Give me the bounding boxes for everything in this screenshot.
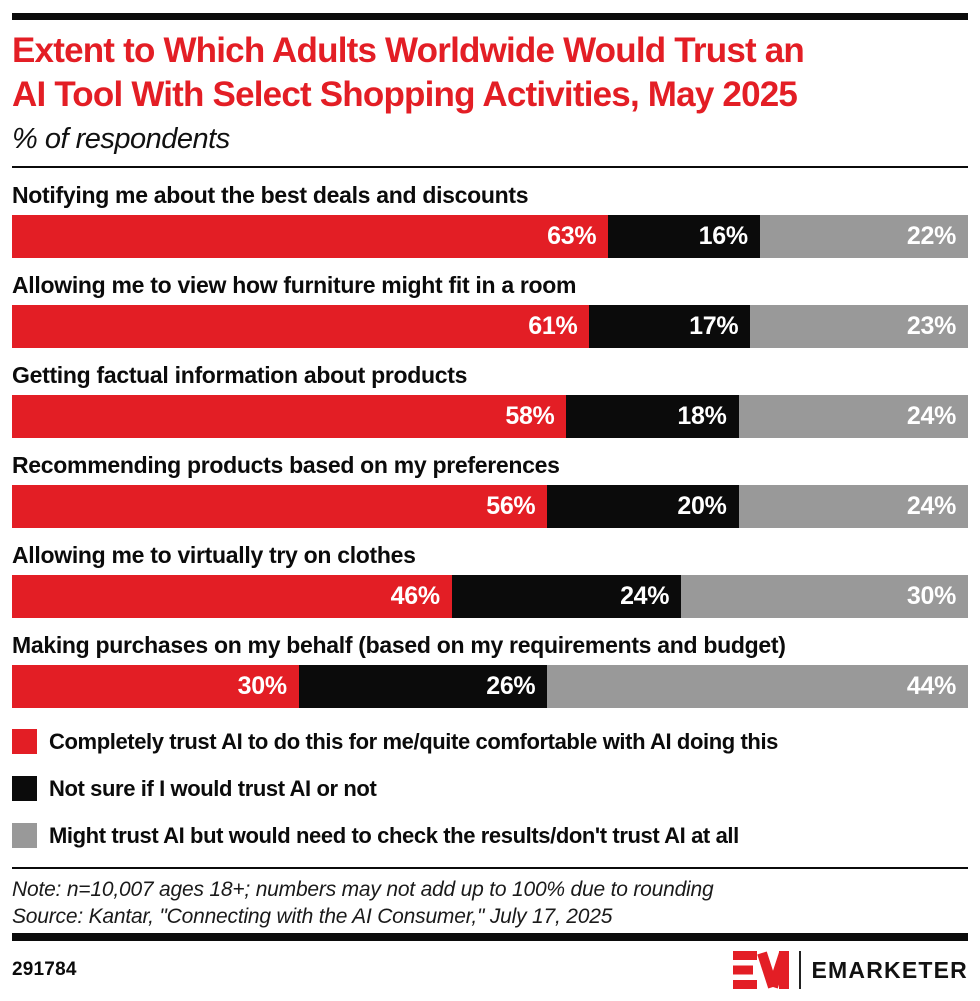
legend: Completely trust AI to do this for me/qu… (12, 728, 968, 850)
bar-segment: 26% (298, 665, 548, 708)
bar-value-label: 44% (906, 672, 956, 700)
legend-item: Not sure if I would trust AI or not (12, 775, 968, 803)
bar-segment: 24% (451, 575, 682, 618)
bar-value-label: 23% (906, 312, 956, 340)
category-label: Getting factual information about produc… (12, 362, 468, 388)
bar-segment: 16% (608, 215, 760, 258)
top-divider-bar (12, 13, 968, 20)
legend-swatch (12, 729, 37, 754)
bar-value-label: 30% (237, 672, 287, 700)
bar-segment: 24% (738, 395, 968, 438)
header-divider (12, 166, 968, 168)
bar-value-label: 20% (677, 492, 727, 520)
category-label: Allowing me to virtually try on clothes (12, 542, 416, 568)
bar-segment: 23% (750, 305, 968, 348)
chart-row: Allowing me to virtually try on clothes … (12, 541, 968, 618)
bar-segment: 18% (566, 395, 739, 438)
category-label: Making purchases on my behalf (based on … (12, 632, 786, 658)
chart-row: Recommending products based on my prefer… (12, 451, 968, 528)
bar-segment: 30% (681, 575, 968, 618)
bar-segment: 63% (12, 215, 609, 258)
bar: 56% 20% 24% (12, 485, 968, 528)
bottom-divider-bar (12, 933, 968, 941)
bar-segment: 61% (12, 305, 590, 348)
bar: 46% 24% 30% (12, 575, 968, 618)
bar-segment: 58% (12, 395, 567, 438)
chart-page: Extent to Which Adults Worldwide Would T… (0, 13, 980, 990)
bar-value-label: 46% (390, 582, 440, 610)
category-label: Recommending products based on my prefer… (12, 452, 560, 478)
chart-row: Notifying me about the best deals and di… (12, 181, 968, 258)
bar-segment: 30% (12, 665, 299, 708)
chart-subtitle: % of respondents (12, 123, 230, 155)
bar-segment: 17% (589, 305, 751, 348)
bar-value-label: 17% (689, 312, 739, 340)
legend-swatch (12, 776, 37, 801)
bar-value-label: 16% (698, 222, 748, 250)
source-text: Source: Kantar, "Connecting with the AI … (12, 905, 613, 928)
notes: Note: n=10,007 ages 18+; numbers may not… (12, 876, 968, 930)
bar-value-label: 22% (906, 222, 956, 250)
chart-title-line-1: Extent to Which Adults Worldwide Would T… (12, 31, 805, 70)
bar: 61% 17% 23% (12, 305, 968, 348)
bar-segment: 46% (12, 575, 452, 618)
legend-item: Might trust AI but would need to check t… (12, 822, 968, 850)
legend-label: Completely trust AI to do this for me/qu… (49, 729, 779, 754)
bar-value-label: 56% (486, 492, 536, 520)
bar-segment: 24% (738, 485, 968, 528)
chart-title: Extent to Which Adults Worldwide Would T… (12, 29, 968, 117)
notes-divider (12, 867, 968, 869)
brand-separator (798, 951, 801, 989)
bar-segment: 20% (547, 485, 739, 528)
bar-segment: 22% (759, 215, 968, 258)
bar: 63% 16% 22% (12, 215, 968, 258)
chart-row: Allowing me to view how furniture might … (12, 271, 968, 348)
chart-id: 291784 (12, 959, 77, 980)
chart-row: Getting factual information about produc… (12, 361, 968, 438)
emarketer-monogram-icon (732, 951, 789, 989)
category-label: Notifying me about the best deals and di… (12, 182, 529, 208)
bar-segment: 44% (547, 665, 968, 708)
bar-value-label: 18% (677, 402, 727, 430)
note-text: Note: n=10,007 ages 18+; numbers may not… (12, 878, 714, 901)
bars: Notifying me about the best deals and di… (12, 181, 968, 708)
bar-value-label: 61% (528, 312, 578, 340)
bar: 30% 26% 44% (12, 665, 968, 708)
chart-row: Making purchases on my behalf (based on … (12, 631, 968, 708)
legend-item: Completely trust AI to do this for me/qu… (12, 728, 968, 756)
bar-value-label: 30% (906, 582, 956, 610)
bar-value-label: 58% (505, 402, 555, 430)
legend-swatch (12, 823, 37, 848)
legend-label: Not sure if I would trust AI or not (49, 776, 377, 801)
bar-value-label: 24% (906, 402, 956, 430)
bar-value-label: 63% (547, 222, 597, 250)
chart-title-line-2: AI Tool With Select Shopping Activities,… (12, 75, 798, 114)
brand-wordmark: EMARKETER (811, 956, 968, 983)
bar: 58% 18% 24% (12, 395, 968, 438)
bar-segment: 56% (12, 485, 548, 528)
bar-value-label: 26% (486, 672, 536, 700)
brand-lockup: EMARKETER (732, 950, 968, 990)
bar-value-label: 24% (906, 492, 956, 520)
bar-value-label: 24% (620, 582, 670, 610)
footer: 291784 EMARKETER (12, 950, 968, 990)
legend-label: Might trust AI but would need to check t… (49, 823, 739, 848)
category-label: Allowing me to view how furniture might … (12, 272, 577, 298)
